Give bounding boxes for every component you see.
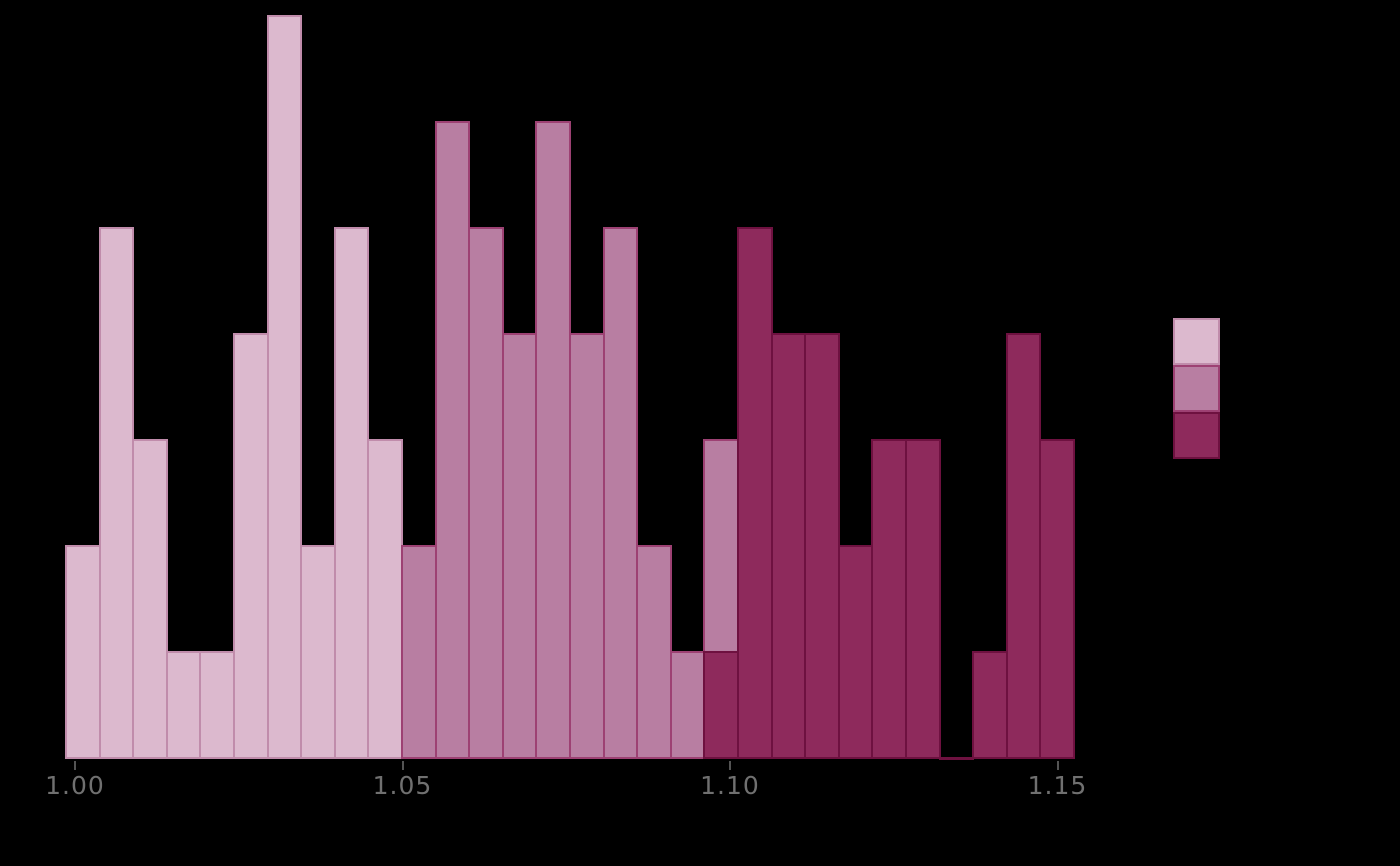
- legend-swatch-hue-group-dark: [1173, 412, 1220, 459]
- histogram-bar: [401, 545, 437, 759]
- histogram-bar: [737, 227, 773, 759]
- histogram-bar: [804, 333, 840, 759]
- histogram-bar-zero: [938, 757, 975, 760]
- histogram-bar: [434, 121, 471, 759]
- histogram-bar: [602, 227, 639, 759]
- histogram-bar: [569, 333, 605, 759]
- histogram-bar: [1039, 439, 1075, 759]
- histogram-bar: [233, 333, 269, 759]
- x-axis-tick-label: 1.05: [372, 771, 433, 800]
- histogram-bar: [837, 545, 874, 759]
- x-axis-tick: [74, 761, 76, 770]
- histogram-bar: [871, 439, 907, 759]
- x-axis-tick: [401, 761, 404, 770]
- x-axis-tick-label: 1.15: [1027, 771, 1088, 800]
- histogram-bar: [98, 227, 135, 759]
- histogram-bar: [669, 651, 706, 759]
- histogram-bar: [905, 439, 941, 759]
- histogram-bar: [1005, 333, 1042, 759]
- histogram-bar: [367, 439, 403, 759]
- histogram-bar: [468, 227, 504, 759]
- x-axis-tick: [729, 761, 731, 770]
- histogram-bar: [300, 545, 336, 759]
- histogram-bar: [333, 227, 370, 759]
- histogram-bar: [132, 439, 168, 759]
- legend-swatch-hue-group-medium: [1173, 365, 1220, 412]
- legend-swatch-hue-group-light: [1173, 318, 1220, 365]
- histogram-bar: [972, 651, 1008, 759]
- histogram-bar: [501, 333, 538, 759]
- x-axis-tick-label: 1.10: [700, 771, 760, 800]
- x-axis-tick-label: 1.00: [45, 771, 105, 800]
- histogram-bar: [165, 651, 202, 759]
- histogram-bar: [770, 333, 807, 759]
- histogram-bar: [199, 651, 235, 759]
- histogram-bar: [636, 545, 672, 759]
- histogram-bar: [535, 121, 571, 759]
- x-axis-tick: [1056, 761, 1059, 770]
- histogram-bar: [65, 545, 101, 759]
- histogram-bar: [266, 15, 303, 759]
- histogram-bar: [703, 651, 739, 759]
